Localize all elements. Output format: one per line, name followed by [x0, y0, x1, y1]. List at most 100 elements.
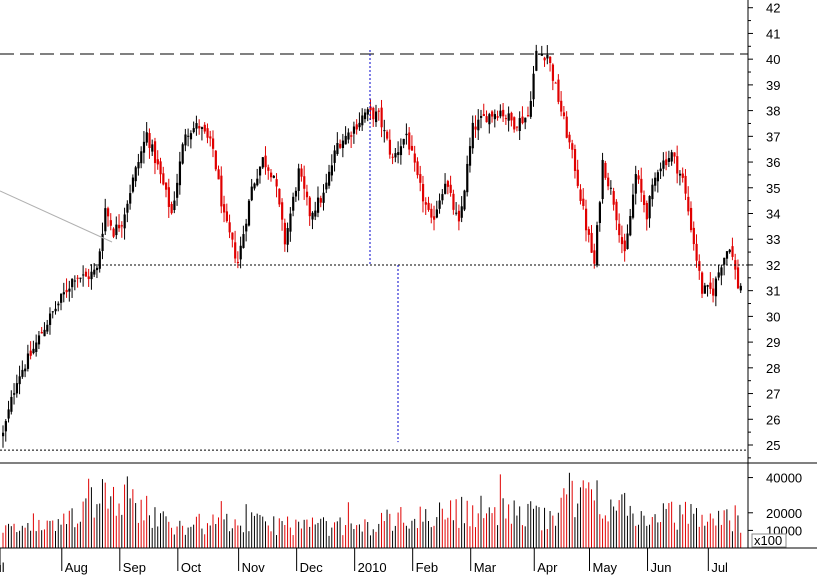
price-tick-label: 32	[766, 258, 780, 273]
candle-body	[65, 289, 68, 293]
candle	[151, 139, 154, 156]
candle	[325, 173, 328, 194]
candle-body	[167, 187, 170, 207]
candle	[441, 189, 444, 205]
candle-body	[220, 175, 223, 207]
candle-body	[73, 280, 77, 282]
candle-body	[549, 56, 552, 64]
candle	[21, 360, 24, 379]
candle-body	[573, 149, 577, 171]
candle-body	[336, 143, 339, 155]
candle	[631, 183, 635, 220]
candle	[573, 144, 577, 179]
candle-body	[706, 285, 709, 287]
candle	[485, 110, 488, 123]
candle	[399, 138, 403, 165]
candle-body	[637, 175, 640, 180]
candle-body	[604, 162, 607, 178]
candle	[687, 186, 690, 216]
candle-body	[441, 194, 444, 201]
candle-body	[678, 173, 682, 176]
candle-body	[54, 308, 57, 312]
candle-body	[2, 432, 5, 437]
candle	[568, 131, 571, 149]
candle-body	[311, 212, 314, 220]
candle-body	[665, 159, 668, 166]
candle	[466, 155, 469, 197]
candle-body	[659, 168, 662, 172]
candle	[223, 195, 226, 223]
month-tick-label: Jul	[711, 560, 728, 575]
candle	[408, 127, 411, 156]
candle-body	[270, 172, 273, 178]
candle-body	[629, 216, 632, 236]
candle-body	[507, 113, 510, 121]
candle	[507, 106, 510, 132]
candle-body	[496, 116, 499, 118]
candle-body	[272, 175, 275, 178]
candle-body	[325, 182, 328, 190]
candle-body	[449, 184, 452, 193]
candle-body	[278, 188, 281, 205]
candle	[43, 322, 46, 337]
candle-body	[640, 178, 643, 193]
candle-body	[358, 122, 361, 128]
candle-body	[253, 183, 256, 189]
candle	[717, 264, 720, 281]
candle	[435, 200, 438, 219]
candle-body	[62, 292, 65, 295]
candle-body	[557, 79, 560, 102]
candle	[725, 251, 729, 265]
candle	[678, 170, 682, 186]
candle-body	[388, 139, 392, 155]
month-tick-label: Jul	[0, 560, 5, 575]
candle	[316, 186, 320, 218]
month-tick-label: Mar	[474, 560, 497, 575]
candle	[46, 319, 49, 335]
candle-body	[236, 261, 240, 264]
candle	[165, 182, 168, 198]
candle	[535, 44, 538, 72]
candle	[654, 172, 657, 192]
candle	[673, 152, 676, 164]
candle	[123, 207, 126, 240]
candle-body	[245, 223, 248, 232]
candle-body	[258, 166, 262, 176]
candle	[214, 150, 217, 172]
candle-body	[37, 335, 41, 345]
volume-tick-label: 40000	[766, 471, 802, 486]
candle	[211, 130, 215, 158]
candle	[620, 225, 624, 254]
candle	[499, 104, 502, 119]
candle	[300, 164, 303, 182]
candle	[413, 145, 416, 172]
candle-body	[631, 194, 635, 218]
candle-body	[479, 116, 483, 118]
candle	[388, 129, 392, 159]
price-tick-label: 36	[766, 155, 780, 170]
candle-body	[438, 200, 441, 209]
candle	[272, 175, 275, 179]
candle-body	[521, 116, 524, 124]
candle-body	[134, 167, 137, 182]
candle-body	[217, 169, 220, 180]
candle-body	[687, 196, 690, 212]
candle	[106, 206, 110, 227]
candle	[189, 130, 193, 149]
candle-body	[314, 210, 317, 217]
candle-body	[408, 132, 411, 150]
candle-body	[330, 165, 333, 176]
candle-body	[466, 163, 469, 193]
candle	[292, 192, 295, 217]
month-tick-label: May	[593, 560, 618, 575]
candle	[73, 275, 77, 291]
candle	[446, 179, 450, 195]
price-tick-label: 35	[766, 181, 780, 196]
candle	[200, 126, 204, 141]
candle	[142, 131, 146, 164]
candle-body	[576, 169, 579, 186]
candle	[98, 248, 101, 273]
candle	[294, 187, 298, 202]
candle	[590, 224, 593, 253]
candle	[460, 196, 463, 223]
